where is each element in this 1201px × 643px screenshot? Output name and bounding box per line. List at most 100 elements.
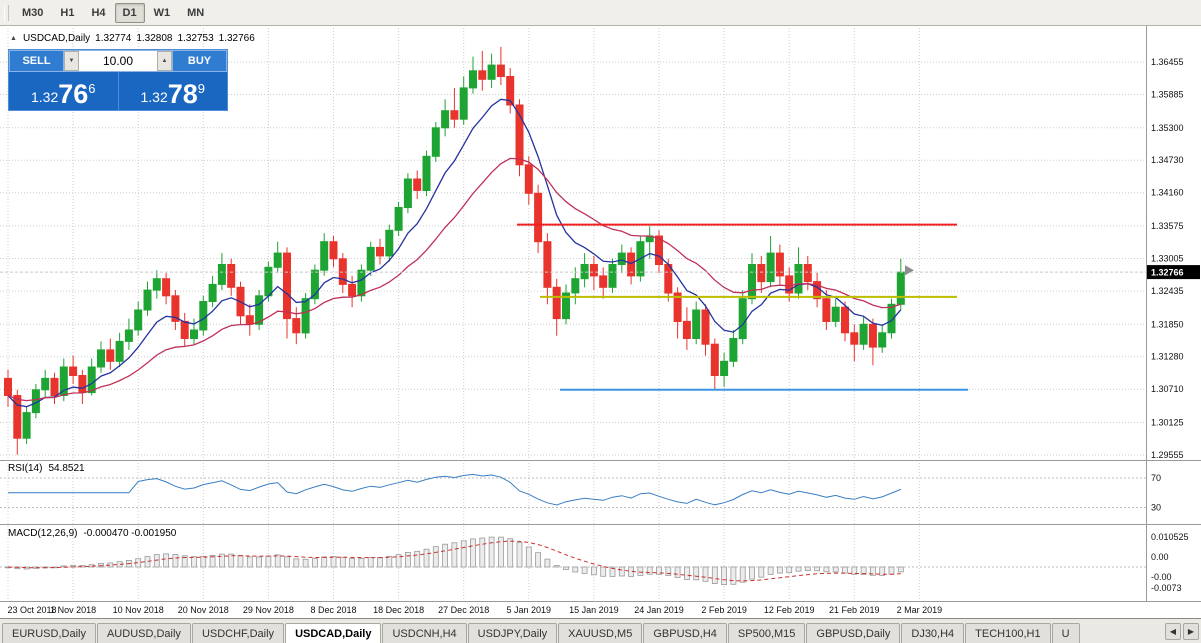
- chart-high-value: 1.32808: [136, 33, 173, 44]
- candle-body: [199, 301, 208, 331]
- candle-body: [775, 252, 784, 277]
- macd-histogram-bar: [358, 558, 365, 568]
- candle-body: [329, 241, 338, 260]
- candle-body: [78, 375, 87, 394]
- candle-body: [357, 269, 366, 297]
- volume-increase-button[interactable]: ▲: [157, 51, 172, 71]
- chart-tab-xauusd-m5[interactable]: XAUUSD,M5: [558, 623, 643, 643]
- price-axis-label: 1.35300: [1151, 123, 1184, 133]
- sell-button[interactable]: SELL: [9, 50, 64, 72]
- macd-histogram-bar: [293, 558, 300, 568]
- candle-body: [4, 377, 12, 396]
- volume-decrease-button[interactable]: ▼: [64, 51, 79, 71]
- macd-histogram-bar: [497, 536, 504, 568]
- candle-body: [394, 207, 403, 231]
- one-click-collapse-icon[interactable]: ▲: [10, 35, 17, 42]
- candle-body: [106, 349, 115, 362]
- candle-body: [562, 292, 570, 320]
- date-axis-label: 10 Nov 2018: [113, 605, 164, 615]
- candle-body: [69, 366, 78, 376]
- volume-input[interactable]: 10.00: [102, 54, 134, 68]
- candle-body: [841, 306, 849, 334]
- candle-body: [50, 377, 59, 396]
- arrow-marker[interactable]: [905, 265, 914, 276]
- macd-histogram-bar: [470, 538, 476, 568]
- candle-body: [534, 192, 543, 243]
- chart-tab-usdchf-daily[interactable]: USDCHF,Daily: [191, 623, 285, 643]
- macd-histogram-bar: [535, 552, 541, 568]
- macd-histogram-bar: [842, 566, 848, 574]
- buy-button[interactable]: BUY: [172, 50, 227, 72]
- chart-tab-usdjpy-daily[interactable]: USDJPY,Daily: [467, 623, 558, 643]
- date-axis-label: 18 Dec 2018: [373, 605, 424, 615]
- macd-histogram-bar: [423, 548, 430, 568]
- tab-scroll-right-button[interactable]: ▶: [1183, 623, 1199, 640]
- date-axis-label: 12 Feb 2019: [764, 605, 815, 615]
- macd-histogram-bar: [339, 556, 346, 568]
- timeframe-button-h1[interactable]: H1: [60, 6, 75, 19]
- macd-histogram-bar: [721, 566, 727, 586]
- candle-body: [87, 366, 96, 394]
- chart-tab-tech100-h1[interactable]: TECH100,H1: [965, 623, 1051, 643]
- price-axis-label: 1.33575: [1151, 221, 1184, 231]
- candle-body: [785, 275, 794, 294]
- macd-histogram-bar: [749, 566, 755, 580]
- tab-scroll-left-button[interactable]: ◀: [1165, 623, 1181, 640]
- candle-body: [524, 164, 533, 194]
- volume-control: ▼ 10.00 ▲: [64, 50, 172, 72]
- sell-price-display[interactable]: 1.32 76 6: [9, 72, 118, 110]
- candle-body: [385, 229, 394, 257]
- macd-histogram-bar: [302, 558, 309, 568]
- macd-axis-label: 0.010525: [1151, 532, 1189, 542]
- macd-histogram-bar: [246, 556, 253, 568]
- timeframe-button-h4[interactable]: H4: [91, 6, 106, 19]
- candle-body: [227, 264, 236, 288]
- chart-tab-gbpusd-h4[interactable]: GBPUSD,H4: [643, 623, 727, 643]
- macd-histogram-bar: [377, 557, 383, 568]
- macd-histogram-bar: [823, 566, 830, 573]
- candle-body: [664, 264, 673, 294]
- candle-body: [273, 252, 282, 268]
- macd-histogram-bar: [265, 555, 272, 568]
- candle-body: [245, 315, 254, 325]
- rsi-line: [8, 473, 901, 506]
- candle-body: [608, 264, 617, 288]
- date-axis-label: 5 Jan 2019: [507, 605, 552, 615]
- macd-histogram-bar: [637, 566, 644, 576]
- macd-histogram-bar: [888, 566, 895, 575]
- candle-body: [506, 76, 515, 106]
- buy-price-pips: 78: [167, 79, 198, 110]
- candle-body: [190, 329, 198, 339]
- buy-price-prefix: 1.32: [140, 89, 168, 105]
- timeframe-button-d1[interactable]: D1: [114, 2, 145, 23]
- chart-tab-dj30-h4[interactable]: DJ30,H4: [901, 623, 965, 643]
- candle-body: [413, 178, 422, 191]
- chart-tab-eurusd-daily[interactable]: EURUSD,Daily: [2, 623, 96, 643]
- macd-histogram-bar: [572, 566, 579, 573]
- chart-tab-usdcad-daily[interactable]: USDCAD,Daily: [285, 623, 382, 643]
- chart-tab-sp500-m15[interactable]: SP500,M15: [727, 623, 806, 643]
- buy-price-display[interactable]: 1.32 78 9: [119, 72, 228, 110]
- macd-histogram-bar: [330, 556, 337, 568]
- chart-tab-usdcnh-h4[interactable]: USDCNH,H4: [382, 623, 467, 643]
- toolbar-grip[interactable]: [4, 4, 9, 21]
- candle-body: [710, 343, 719, 377]
- timeframe-button-m30[interactable]: M30: [22, 6, 44, 19]
- sell-price-prefix: 1.32: [30, 89, 59, 105]
- macd-histogram-bar: [442, 543, 449, 568]
- buy-price-point: 9: [197, 81, 206, 96]
- candle-body: [543, 241, 552, 288]
- chart-tab-gbpusd-daily[interactable]: GBPUSD,Daily: [806, 623, 901, 643]
- chart-tab-audusd-daily[interactable]: AUDUSD,Daily: [96, 623, 191, 643]
- chart-tab-u[interactable]: U: [1051, 623, 1080, 643]
- current-price-badge: [1147, 265, 1200, 280]
- macd-histogram-bar: [684, 566, 690, 580]
- timeframe-button-w1[interactable]: W1: [153, 6, 171, 19]
- macd-histogram-bar: [60, 565, 67, 568]
- rsi-level-label: 30: [1151, 503, 1161, 513]
- sell-price-point: 6: [88, 81, 96, 96]
- timeframe-button-mn[interactable]: MN: [187, 6, 205, 19]
- date-axis-label: 29 Nov 2018: [243, 605, 294, 615]
- candle-body: [115, 340, 124, 362]
